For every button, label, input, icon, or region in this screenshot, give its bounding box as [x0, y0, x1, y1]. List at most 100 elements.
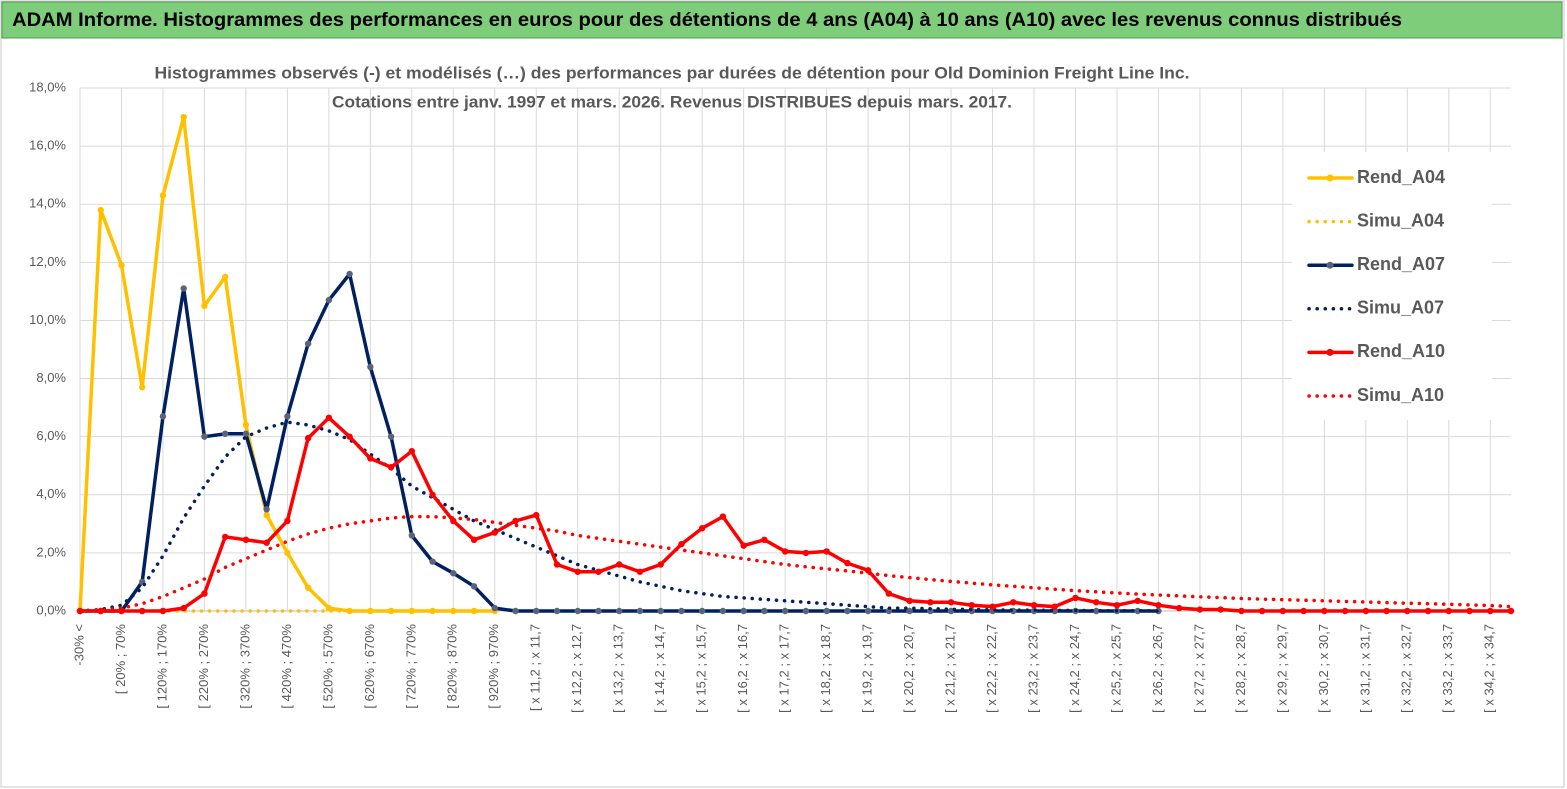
legend-label: Rend_A04: [1357, 167, 1445, 187]
data-point: [1362, 607, 1370, 615]
data-point: [678, 607, 685, 615]
x-tick-label: [ x 20,2 ; x 20,7: [901, 624, 916, 713]
data-point: [304, 434, 312, 442]
x-tick-label: [ x 24,2 ; x 24,7: [1067, 624, 1082, 713]
data-point: [387, 463, 395, 471]
data-point: [678, 540, 685, 548]
series-line: [78, 514, 1513, 613]
data-point: [139, 607, 146, 615]
data-point: [1010, 599, 1017, 606]
data-point: [470, 607, 478, 615]
data-point: [180, 604, 187, 612]
data-point: [429, 491, 436, 498]
data-point: [553, 607, 561, 615]
x-tick-label: [ 520% ; 570%: [320, 624, 335, 709]
data-point: [201, 433, 208, 440]
data-point: [698, 524, 706, 532]
data-point: [284, 413, 291, 420]
data-point: [304, 584, 312, 591]
data-point: [387, 607, 395, 615]
data-point: [968, 601, 975, 609]
data-point: [698, 607, 706, 615]
x-tick-label: [ x 12,2 ; x 12,7: [569, 624, 584, 713]
data-point: [325, 296, 333, 304]
data-point: [221, 533, 229, 541]
series-line: [78, 420, 1161, 613]
y-tick-label: 10,0%: [29, 312, 66, 327]
x-tick-label: [ x 33,2 ; x 33,7: [1440, 624, 1455, 713]
data-point: [491, 604, 498, 612]
page-title: ADAM Informe. Histogrammes des performan…: [12, 10, 1402, 31]
data-point: [1113, 601, 1121, 609]
data-point: [1093, 607, 1100, 615]
x-tick-label: [ 420% ; 470%: [279, 624, 294, 709]
data-point: [450, 570, 457, 577]
data-point: [574, 568, 581, 575]
data-point: [1134, 597, 1141, 605]
data-point: [657, 607, 664, 615]
data-point: [740, 542, 747, 549]
x-tick-label: [ 920% ; 970%: [486, 624, 501, 709]
data-point: [906, 607, 913, 615]
y-tick-label: 12,0%: [29, 254, 66, 269]
x-tick-label: [ x 23,2 ; x 23,7: [1025, 624, 1040, 713]
data-point: [367, 455, 374, 462]
data-point: [470, 536, 478, 544]
data-point: [595, 568, 602, 575]
data-point: [657, 561, 664, 568]
data-point: [781, 548, 789, 555]
x-tick-label: [ 20% ; 70%: [113, 624, 128, 695]
data-point: [263, 511, 270, 519]
data-point: [408, 447, 416, 455]
data-point: [802, 607, 810, 615]
data-point: [1321, 607, 1328, 615]
legend-marker: [1326, 348, 1334, 356]
data-point: [201, 302, 208, 310]
data-point: [1134, 607, 1141, 615]
x-tick-label: [ x 34,2 ; x 34,7: [1482, 624, 1497, 713]
data-point: [1300, 607, 1307, 615]
data-point: [1258, 607, 1266, 615]
data-point: [1383, 607, 1390, 615]
data-point: [1445, 607, 1452, 615]
data-point: [823, 548, 830, 555]
legend-box: [1292, 152, 1492, 420]
y-tick-label: 6,0%: [36, 428, 66, 443]
data-point: [844, 607, 851, 615]
x-tick-label: [ x 17,2 ; x 17,7: [777, 624, 792, 713]
data-point: [885, 590, 893, 597]
data-point: [1424, 607, 1432, 615]
data-point: [636, 568, 644, 575]
data-point: [1341, 607, 1349, 615]
data-point: [1051, 603, 1058, 610]
data-point: [304, 340, 312, 347]
data-point: [906, 597, 913, 605]
x-tick-label: [ x 14,2 ; x 14,7: [652, 624, 667, 713]
data-point: [864, 607, 872, 615]
data-point: [367, 363, 374, 371]
data-point: [1466, 607, 1473, 615]
x-tick-label: [ 820% ; 870%: [445, 624, 460, 709]
x-tick-label: [ 120% ; 170%: [154, 624, 169, 709]
x-tick-label: [ x 19,2 ; x 19,7: [860, 624, 875, 713]
x-tick-label: [ x 32,2 ; x 32,7: [1399, 624, 1414, 713]
data-point: [325, 414, 333, 421]
data-point: [740, 607, 747, 615]
series-line: [78, 416, 1513, 613]
data-point: [533, 511, 540, 519]
x-tick-label: [ 620% ; 670%: [362, 624, 377, 709]
data-point: [553, 561, 561, 568]
data-point: [159, 607, 167, 615]
data-point: [781, 607, 789, 615]
data-point: [989, 603, 996, 610]
data-point: [512, 607, 519, 615]
data-point: [595, 607, 602, 615]
data-point: [470, 583, 478, 590]
x-tick-label: [ x 16,2 ; x 16,7: [735, 624, 750, 713]
data-point: [491, 529, 498, 536]
data-point: [1175, 604, 1183, 612]
data-point: [263, 506, 270, 513]
data-point: [346, 433, 353, 440]
legend-marker: [1326, 174, 1334, 182]
data-point: [1030, 601, 1038, 609]
